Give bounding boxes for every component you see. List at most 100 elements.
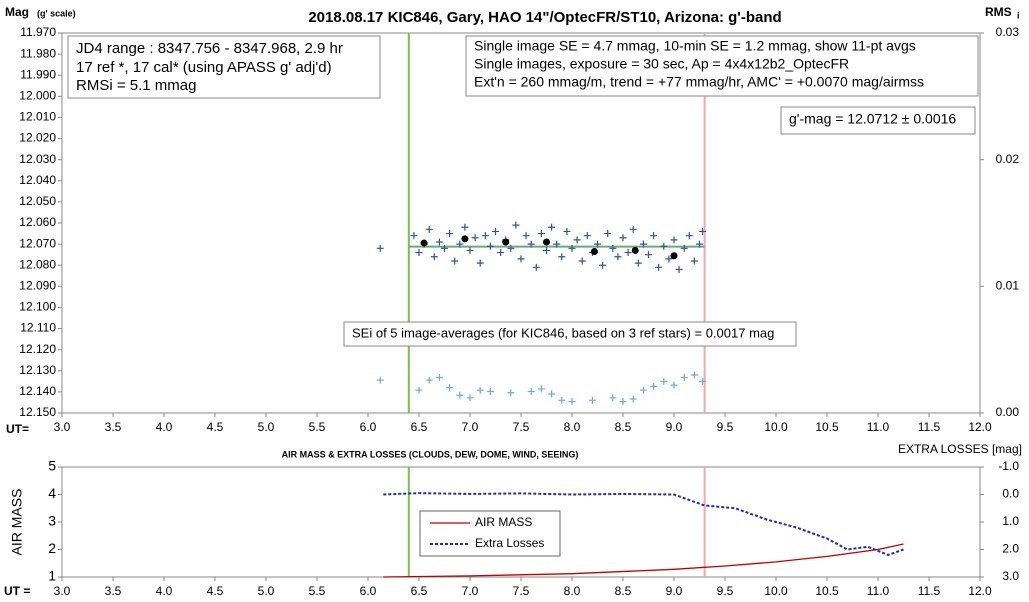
y2-axis-label: EXTRA LOSSES [mag] <box>898 442 1022 456</box>
data-point <box>456 240 464 248</box>
x-axis-label: UT= <box>6 422 29 436</box>
y2-axis-sub: i <box>1017 10 1020 20</box>
x-tick-label: 5.5 <box>309 420 326 434</box>
data-point <box>568 398 576 406</box>
data-point <box>690 257 698 265</box>
annotation-box <box>465 35 979 97</box>
data-point <box>410 232 418 240</box>
data-point <box>588 396 596 404</box>
data-point <box>553 240 561 248</box>
x-tick-label: 7.0 <box>462 420 479 434</box>
x-tick-label: 4.0 <box>156 584 173 598</box>
data-point <box>543 246 550 254</box>
y-tick-label: 11.980 <box>20 46 56 60</box>
data-point <box>563 227 571 235</box>
data-point <box>604 230 612 238</box>
average-point <box>543 238 550 246</box>
y-tick-label: 12.150 <box>19 405 56 419</box>
y-tick-label: 12.030 <box>19 152 56 166</box>
data-point <box>522 232 530 240</box>
legend-label: AIR MASS <box>475 515 532 529</box>
data-point <box>675 265 683 273</box>
data-point <box>376 376 384 384</box>
data-point <box>492 227 499 235</box>
data-point <box>461 223 469 231</box>
data-point <box>699 377 707 385</box>
data-point <box>645 251 652 259</box>
data-point <box>680 374 688 382</box>
data-point <box>573 236 581 244</box>
data-point <box>650 382 658 390</box>
data-point <box>639 386 647 394</box>
data-point <box>507 389 515 397</box>
x-tick-label: 12.0 <box>968 420 992 434</box>
legend-box <box>419 510 561 557</box>
data-point <box>430 253 438 261</box>
data-point <box>517 255 525 263</box>
x-tick-label: 3.0 <box>54 584 71 598</box>
average-point <box>502 238 510 246</box>
data-point <box>660 377 668 385</box>
data-point <box>558 396 566 404</box>
series-line <box>383 543 904 578</box>
data-point <box>507 244 515 252</box>
y-tick-label: 12.060 <box>19 215 56 229</box>
x-axis-label: UT = <box>4 584 30 598</box>
x-tick-label: 5.5 <box>309 584 326 598</box>
data-point <box>466 246 474 254</box>
x-tick-label: 11.5 <box>918 420 941 434</box>
y-tick-label: 12.090 <box>19 279 56 293</box>
y2-tick-label: 2.0 <box>1002 542 1019 556</box>
data-point <box>527 240 535 248</box>
data-point <box>435 374 443 382</box>
annotation-box <box>67 35 381 99</box>
x-tick-label: 10.5 <box>815 584 839 598</box>
data-point <box>527 387 535 395</box>
data-point <box>441 244 448 252</box>
y-tick-label: 5 <box>48 458 56 474</box>
data-point <box>670 236 678 244</box>
y-tick-label: 12.070 <box>19 236 56 250</box>
average-point <box>670 252 678 260</box>
data-point <box>629 225 637 233</box>
data-point <box>476 386 484 394</box>
y-tick-label: 11.990 <box>20 67 56 81</box>
x-tick-label: 7.0 <box>462 584 479 598</box>
data-point <box>670 381 678 389</box>
data-point <box>415 249 423 257</box>
x-tick-label: 10.0 <box>764 420 788 434</box>
y-tick-label: 12.130 <box>19 363 56 377</box>
data-point <box>425 225 433 233</box>
data-point <box>486 242 494 250</box>
data-point <box>446 384 454 392</box>
data-point <box>568 244 576 252</box>
data-point <box>614 253 622 261</box>
x-tick-label: 5.0 <box>258 420 275 434</box>
y-axis-label: Mag <box>5 5 29 19</box>
chart-title: 2018.08.17 KIC846, Gary, HAO 14"/OptecFR… <box>308 9 781 26</box>
x-tick-label: 4.5 <box>207 420 224 434</box>
x-tick-label: 8.0 <box>564 584 581 598</box>
y-tick-label: 12.020 <box>19 131 56 145</box>
x-tick-label: 8.0 <box>564 420 581 434</box>
annotation-text: 17 ref *, 17 cal* (using APASS g' adj'd) <box>76 59 332 76</box>
x-tick-label: 10.5 <box>815 420 839 434</box>
average-point <box>461 235 469 243</box>
data-point <box>665 255 673 263</box>
x-tick-label: 6.0 <box>360 584 377 598</box>
data-point <box>537 230 545 238</box>
data-point <box>634 259 642 267</box>
y-axis-note: (g' scale) <box>37 8 76 18</box>
y2-tick-label: 3.0 <box>1002 569 1019 583</box>
x-tick-label: 10.0 <box>764 584 788 598</box>
annotation-text: Single images, exposure = 30 sec, Ap = 4… <box>474 56 849 72</box>
data-point <box>639 240 647 248</box>
x-tick-label: 4.0 <box>156 420 173 434</box>
legend-label: Extra Losses <box>475 536 544 550</box>
y-tick-label: 12.050 <box>19 194 56 208</box>
x-tick-label: 12.0 <box>968 584 992 598</box>
data-point <box>456 391 464 399</box>
x-tick-label: 3.0 <box>54 420 71 434</box>
y-tick-label: 4 <box>48 485 56 501</box>
